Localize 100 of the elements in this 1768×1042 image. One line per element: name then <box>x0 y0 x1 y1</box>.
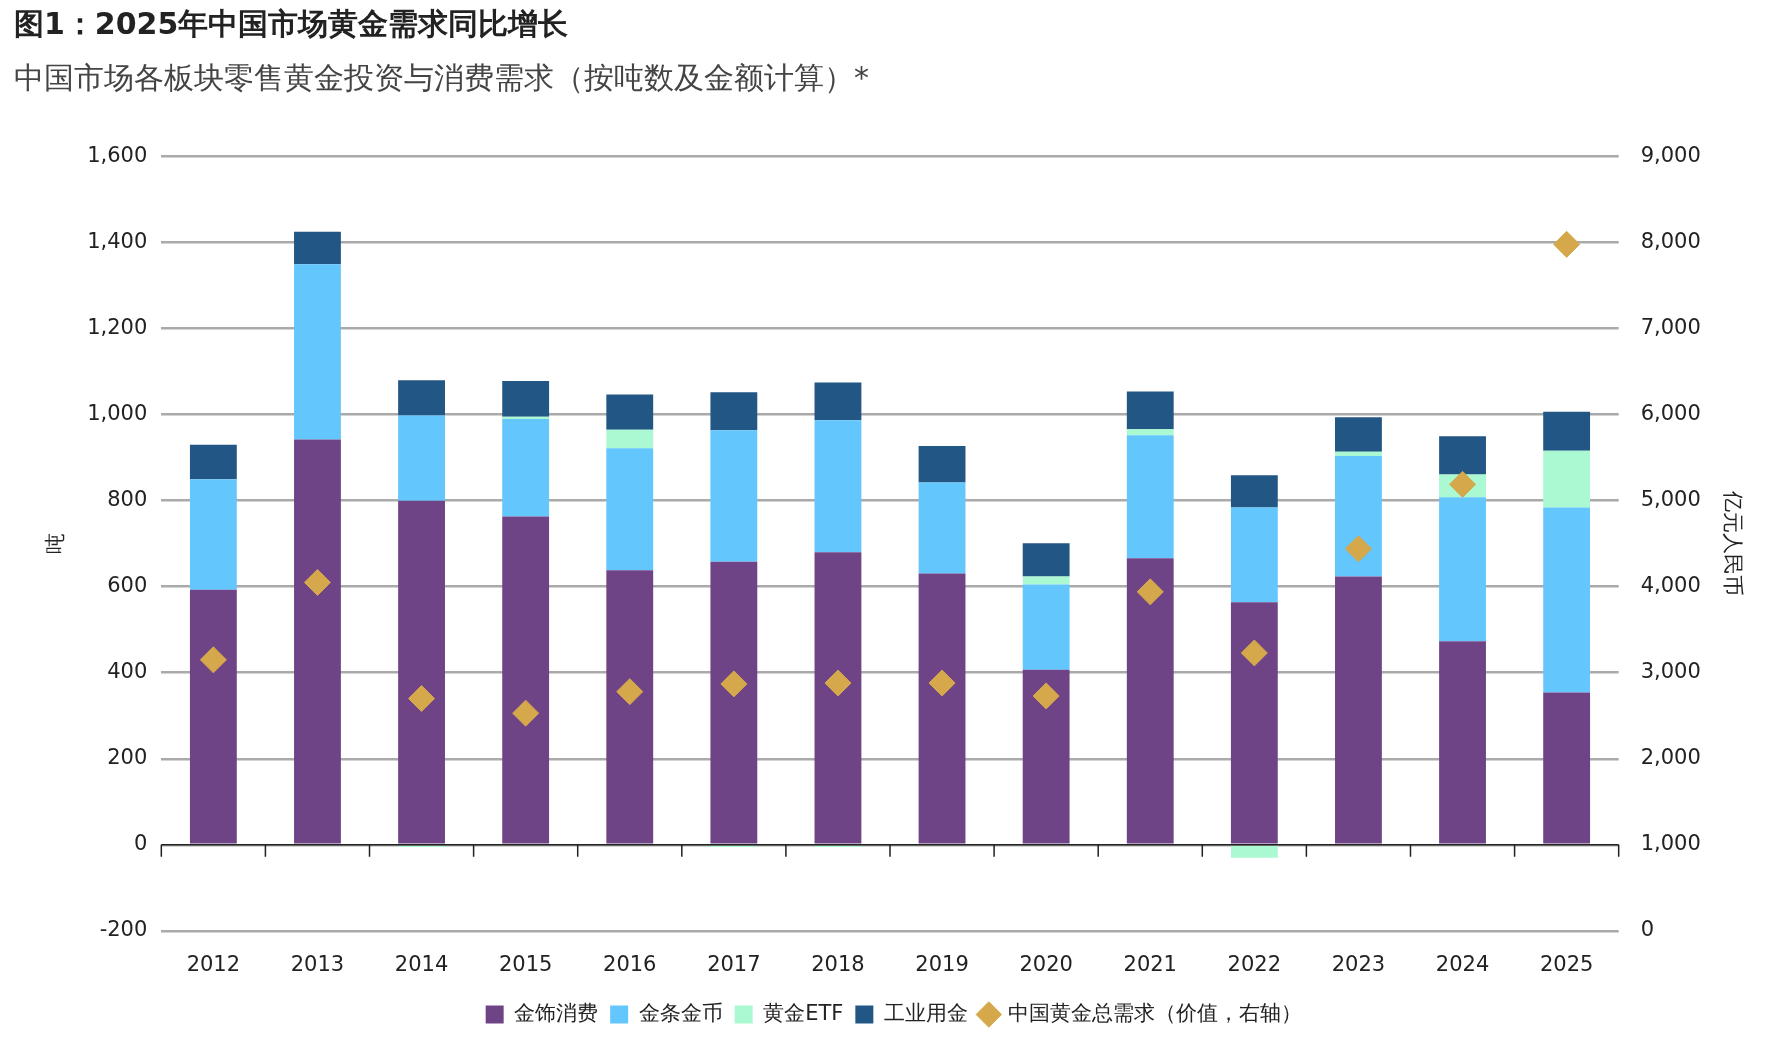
x-tick-label: 2017 <box>707 951 761 976</box>
point <box>512 699 540 727</box>
y2-tick-label: 9,000 <box>1640 143 1701 168</box>
x-tick-label: 2012 <box>186 951 241 976</box>
point <box>1136 578 1164 606</box>
point <box>720 670 748 698</box>
bar <box>189 479 237 590</box>
x-tick-label: 2023 <box>1331 951 1386 976</box>
bar <box>294 231 341 265</box>
legend-label: 黄金ETF <box>763 1000 844 1025</box>
point <box>928 669 956 697</box>
y-tick-label: 1,200 <box>87 315 148 340</box>
bar <box>814 382 862 421</box>
point <box>1240 639 1268 667</box>
x-tick-label: 2018 <box>811 951 865 976</box>
y2-tick-label: 2,000 <box>1640 745 1701 770</box>
y-tick-label: 1,000 <box>87 401 148 426</box>
bar <box>1439 641 1486 844</box>
bar <box>710 430 758 562</box>
bar <box>1022 543 1070 577</box>
bar <box>294 439 341 844</box>
y-axis-title: 吨 <box>43 533 68 555</box>
y2-tick-label: 5,000 <box>1640 487 1701 512</box>
bar <box>502 381 550 417</box>
bar <box>1543 450 1591 508</box>
bar <box>1126 391 1174 430</box>
bar <box>1126 429 1174 436</box>
bar <box>1543 411 1591 451</box>
bar <box>1230 602 1278 844</box>
y-tick-label: 1,400 <box>87 229 148 254</box>
point <box>1449 470 1477 498</box>
point <box>824 669 852 697</box>
x-tick-label: 2019 <box>915 951 969 976</box>
bar <box>1439 497 1486 642</box>
bar <box>1543 507 1591 693</box>
bar <box>606 394 654 430</box>
bar <box>606 429 654 449</box>
bar <box>918 446 966 483</box>
y-tick-label: 600 <box>107 573 148 598</box>
bar <box>918 482 966 574</box>
y2-tick-label: 3,000 <box>1640 659 1701 684</box>
chart-title: 图1：2025年中国市场黄金需求同比增长 <box>14 5 569 43</box>
bar <box>1230 507 1278 603</box>
y2-tick-label: 1,000 <box>1640 831 1701 856</box>
x-tick-label: 2016 <box>603 951 657 976</box>
x-tick-label: 2014 <box>394 951 449 976</box>
y-tick-label: 200 <box>107 745 148 770</box>
y2-tick-label: 7,000 <box>1640 315 1701 340</box>
bar <box>1126 435 1174 559</box>
bar <box>398 415 445 501</box>
bar <box>1335 451 1382 456</box>
point <box>1032 682 1060 710</box>
x-tick-label: 2015 <box>498 951 553 976</box>
point <box>1553 230 1581 258</box>
bar <box>398 380 445 416</box>
y2-tick-label: 8,000 <box>1640 229 1701 254</box>
x-tick-label: 2022 <box>1227 951 1282 976</box>
legend-label: 工业用金 <box>883 1000 968 1025</box>
bar <box>502 516 550 844</box>
bar <box>1335 455 1382 577</box>
bar <box>918 573 966 844</box>
legend-label: 金条金币 <box>638 1000 723 1025</box>
y-tick-label: 0 <box>133 831 148 856</box>
point <box>199 646 227 674</box>
x-tick-label: 2021 <box>1123 951 1177 976</box>
chart-subtitle: 中国市场各板块零售黄金投资与消费需求（按吨数及金额计算）* <box>14 59 869 97</box>
bar <box>189 589 237 844</box>
y-tick-label: -200 <box>99 917 148 942</box>
point <box>616 678 644 706</box>
x-tick-label: 2025 <box>1539 951 1594 976</box>
bar <box>1543 692 1591 844</box>
bar <box>1126 558 1174 844</box>
bar <box>189 444 237 480</box>
legend-label: 中国黄金总需求（价值，右轴） <box>1008 1000 1303 1025</box>
point <box>408 685 436 713</box>
x-tick-label: 2024 <box>1435 951 1490 976</box>
bar <box>710 561 758 844</box>
bar <box>606 448 654 571</box>
legend-label: 金饰消费 <box>514 1000 599 1025</box>
y-tick-label: 800 <box>107 487 148 512</box>
bar <box>1230 475 1278 508</box>
y-tick-label: 400 <box>107 659 148 684</box>
bar <box>710 392 758 431</box>
bar <box>1022 584 1070 670</box>
point <box>303 568 331 596</box>
bar <box>814 420 862 553</box>
bar <box>502 418 550 517</box>
y2-axis-title: 亿元人民币 <box>1720 490 1745 597</box>
bar <box>1335 417 1382 452</box>
bar <box>502 416 550 419</box>
y2-tick-label: 0 <box>1640 917 1655 942</box>
bar <box>1022 669 1070 844</box>
bar <box>398 500 445 844</box>
y-tick-label: 1,600 <box>87 143 148 168</box>
bar <box>1439 436 1486 475</box>
bar <box>1335 576 1382 844</box>
bar <box>1022 576 1070 585</box>
bar <box>606 570 654 844</box>
bar <box>814 552 862 844</box>
bar <box>294 264 341 440</box>
